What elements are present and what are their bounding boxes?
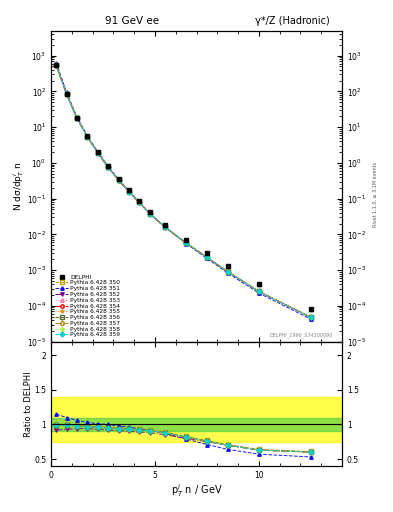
Text: 91 GeV ee: 91 GeV ee xyxy=(105,16,160,26)
Y-axis label: N dσ/dp$^i_T$ n: N dσ/dp$^i_T$ n xyxy=(11,161,26,211)
Bar xyxy=(51,418,342,432)
Text: Rivet 1.1.0, ≥ 3.1M events: Rivet 1.1.0, ≥ 3.1M events xyxy=(373,162,378,227)
Bar xyxy=(51,397,342,442)
Y-axis label: Ratio to DELPHI: Ratio to DELPHI xyxy=(24,371,33,437)
Legend: DELPHI, Pythia 6.428 350, Pythia 6.428 351, Pythia 6.428 352, Pythia 6.428 353, : DELPHI, Pythia 6.428 350, Pythia 6.428 3… xyxy=(54,273,121,338)
X-axis label: p$^i_T$ n / GeV: p$^i_T$ n / GeV xyxy=(171,482,222,499)
Text: γ*/Z (Hadronic): γ*/Z (Hadronic) xyxy=(255,16,330,26)
Text: DELPHI_1996_S34300090: DELPHI_1996_S34300090 xyxy=(270,333,333,338)
